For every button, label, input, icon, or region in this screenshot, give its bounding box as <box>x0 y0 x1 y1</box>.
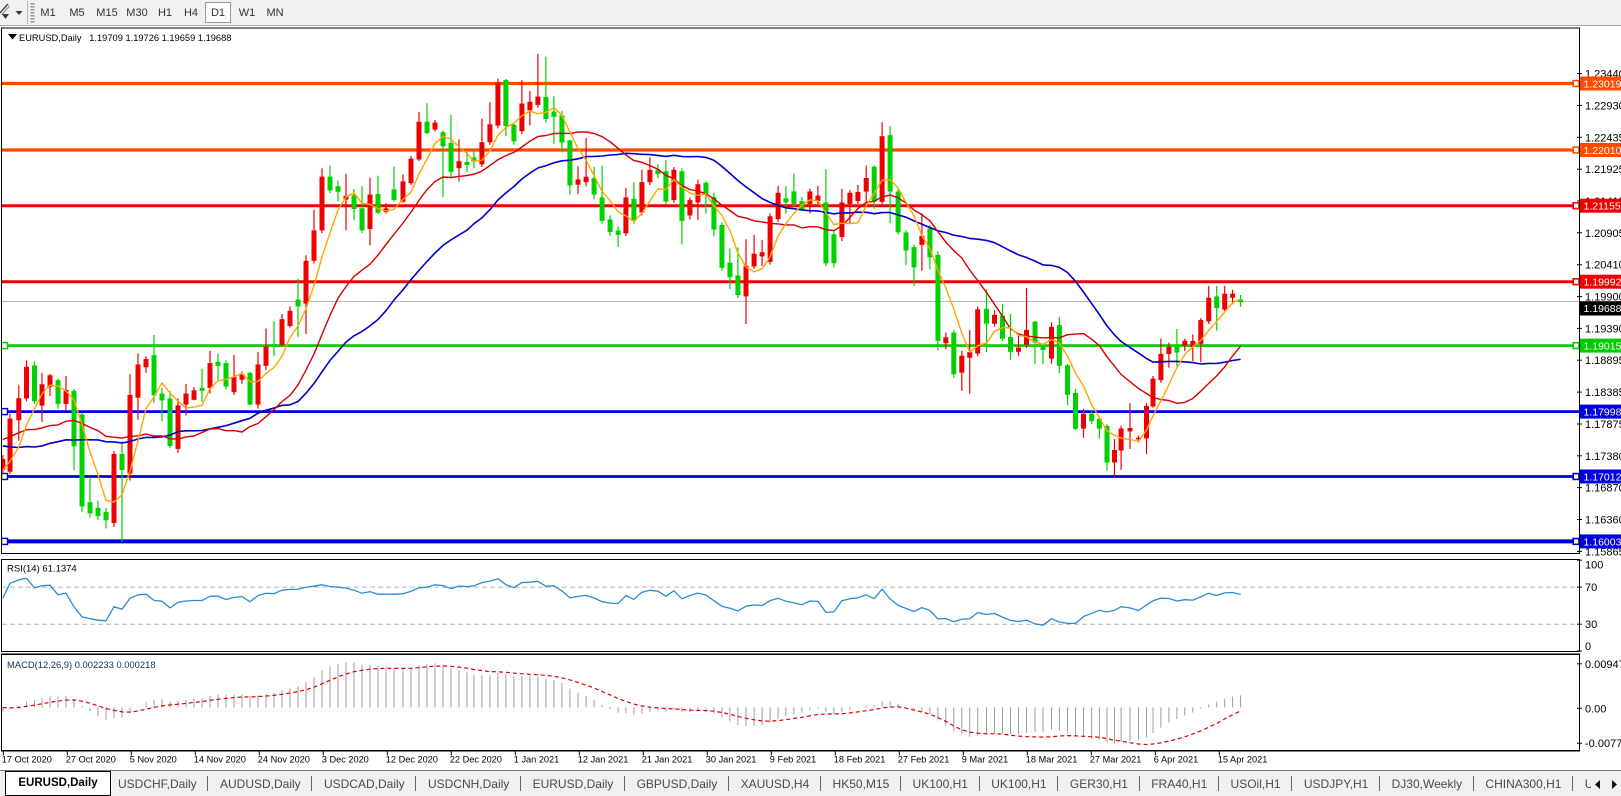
svg-text:17 Oct 2020: 17 Oct 2020 <box>2 755 52 765</box>
svg-text:1.17012: 1.17012 <box>1584 472 1621 484</box>
svg-text:12 Jan 2021: 12 Jan 2021 <box>578 755 629 765</box>
svg-text:1.17875: 1.17875 <box>1585 419 1621 431</box>
svg-text:12 Dec 2020: 12 Dec 2020 <box>386 755 438 765</box>
svg-text:24 Nov 2020: 24 Nov 2020 <box>258 755 310 765</box>
svg-text:70: 70 <box>1585 582 1597 594</box>
svg-text:1.16003: 1.16003 <box>1584 536 1621 548</box>
svg-text:1.19688: 1.19688 <box>1584 303 1621 315</box>
svg-text:3 Dec 2020: 3 Dec 2020 <box>322 755 369 765</box>
svg-text:1.22930: 1.22930 <box>1585 100 1621 112</box>
svg-text:0.009478: 0.009478 <box>1585 659 1621 671</box>
svg-text:1.20905: 1.20905 <box>1585 228 1621 240</box>
svg-text:18 Feb 2021: 18 Feb 2021 <box>834 755 886 765</box>
svg-text:100: 100 <box>1585 560 1603 572</box>
svg-text:1.19015: 1.19015 <box>1584 341 1621 353</box>
svg-text:1.19992: 1.19992 <box>1584 277 1621 289</box>
svg-text:30: 30 <box>1585 619 1597 631</box>
svg-text:1.17998: 1.17998 <box>1584 407 1621 419</box>
svg-text:18 Mar 2021: 18 Mar 2021 <box>1026 755 1078 765</box>
svg-text:EURUSD,Daily 1.19709 1.19726: EURUSD,Daily 1.19709 1.19726 1.19659 1.1… <box>19 33 231 43</box>
svg-text:15 Apr 2021: 15 Apr 2021 <box>1218 755 1268 765</box>
svg-text:22 Dec 2020: 22 Dec 2020 <box>450 755 502 765</box>
svg-text:1 Jan 2021: 1 Jan 2021 <box>514 755 559 765</box>
svg-text:1.19900: 1.19900 <box>1585 292 1621 304</box>
svg-text:1.18895: 1.18895 <box>1585 355 1621 367</box>
svg-text:9 Feb 2021: 9 Feb 2021 <box>770 755 817 765</box>
svg-text:1.21925: 1.21925 <box>1585 164 1621 176</box>
svg-text:14 Nov 2020: 14 Nov 2020 <box>194 755 246 765</box>
svg-text:27 Feb 2021: 27 Feb 2021 <box>898 755 950 765</box>
svg-text:21 Jan 2021: 21 Jan 2021 <box>642 755 693 765</box>
svg-text:1.18385: 1.18385 <box>1585 387 1621 399</box>
svg-text:1.22010: 1.22010 <box>1584 145 1621 157</box>
svg-text:1.19390: 1.19390 <box>1585 323 1621 335</box>
svg-text:27 Mar 2021: 27 Mar 2021 <box>1090 755 1142 765</box>
svg-text:MACD(12,26,9) 0.002233 0.00021: MACD(12,26,9) 0.002233 0.000218 <box>7 659 156 670</box>
svg-text:30 Jan 2021: 30 Jan 2021 <box>706 755 757 765</box>
svg-text:1.16360: 1.16360 <box>1585 515 1621 527</box>
svg-text:1.20410: 1.20410 <box>1585 260 1621 272</box>
svg-text:6 Apr 2021: 6 Apr 2021 <box>1154 755 1198 765</box>
svg-text:1.16870: 1.16870 <box>1585 483 1621 495</box>
svg-text:1.17380: 1.17380 <box>1585 451 1621 463</box>
svg-text:9 Mar 2021: 9 Mar 2021 <box>962 755 1008 765</box>
svg-text:1.21155: 1.21155 <box>1584 201 1621 213</box>
svg-text:1.23019: 1.23019 <box>1584 79 1621 91</box>
svg-text:-0.007778: -0.007778 <box>1585 738 1621 750</box>
svg-text:0: 0 <box>1585 641 1591 653</box>
svg-text:27 Oct 2020: 27 Oct 2020 <box>66 755 116 765</box>
svg-text:1.15865: 1.15865 <box>1585 546 1621 558</box>
svg-text:5 Nov 2020: 5 Nov 2020 <box>130 755 177 765</box>
svg-text:0.00: 0.00 <box>1585 703 1606 715</box>
svg-text:1.22435: 1.22435 <box>1585 132 1621 144</box>
svg-text:RSI(14) 61.1374: RSI(14) 61.1374 <box>7 564 77 575</box>
